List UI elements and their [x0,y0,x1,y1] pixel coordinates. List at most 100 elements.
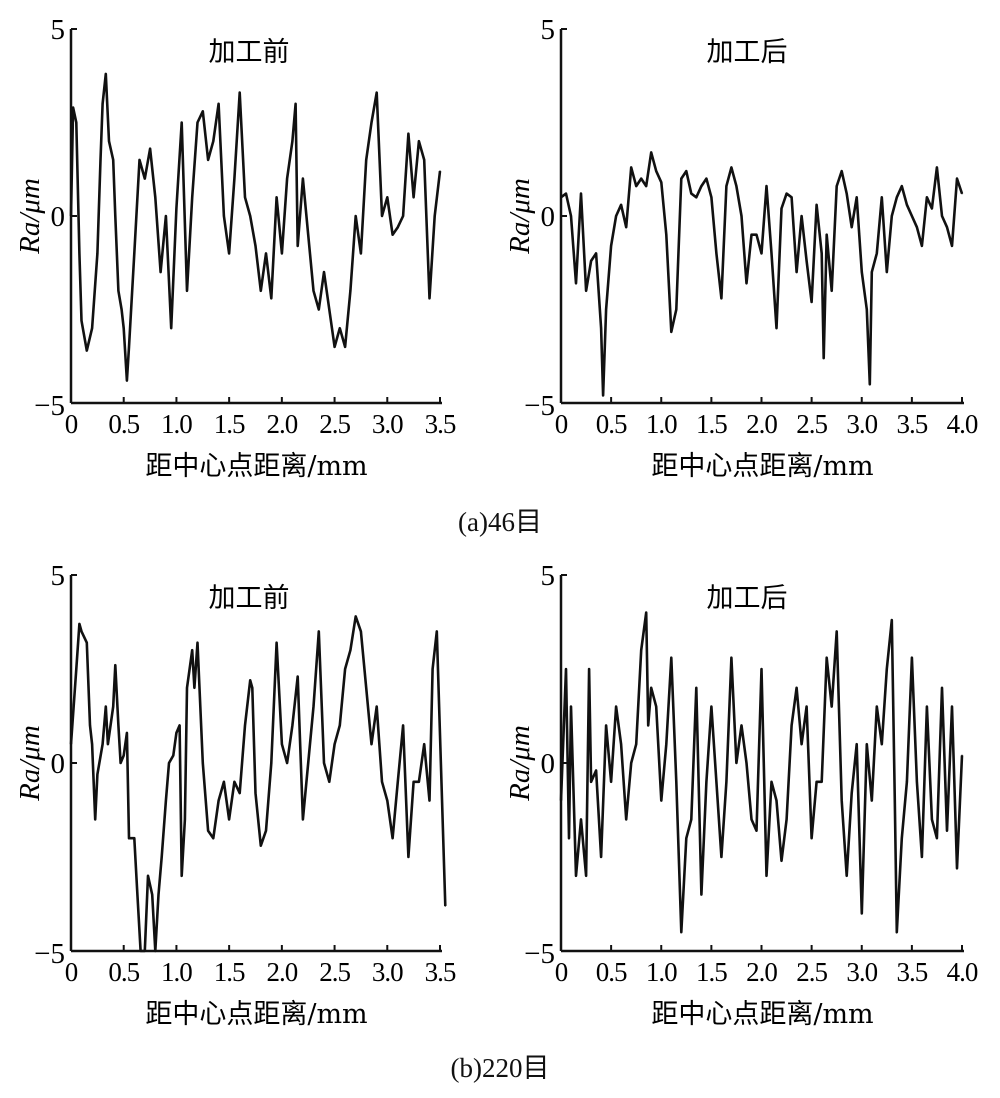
data-point [590,781,592,783]
x-tick-label: 2.5 [319,957,350,987]
data-point [891,215,893,217]
data-point [191,649,194,651]
data-point [349,290,352,292]
data-point [354,615,357,618]
panel-title: 加工前 [209,37,290,68]
y-axis-label: Ra/μm [14,725,46,802]
data-point [770,781,773,783]
data-point [815,781,818,783]
data-point [605,308,607,311]
data-point [223,781,225,783]
data-point [775,799,778,802]
profile-line [69,72,442,382]
data-point [590,260,592,262]
data-point [191,196,194,199]
data-point [705,781,708,783]
data-point [710,196,713,199]
x-tick-label: 0 [65,409,78,439]
data-point [620,743,622,745]
data-point [328,308,331,311]
data-point [855,196,858,199]
data-point [70,743,72,745]
data-point [433,215,436,217]
x-tick-label: 3.0 [372,409,403,439]
data-point [588,668,590,670]
data-point [595,769,597,772]
x-tick-label: 1.5 [696,409,727,439]
data-point [259,290,262,292]
data-point [147,875,149,877]
data-point [149,147,151,150]
data-point [575,282,577,285]
data-point [750,818,753,821]
data-point [238,792,241,794]
data-point [360,252,362,255]
x-tick-label: 1.0 [161,409,192,439]
data-point [645,611,648,614]
data-point [296,245,299,247]
y-tick-label: 0 [541,748,556,780]
data-point [418,140,420,142]
data-point [317,308,320,311]
data-point [825,233,828,236]
x-tick-label: 3.0 [372,957,403,987]
data-point [931,207,933,210]
data-point [207,829,209,832]
data-point [875,252,878,255]
data-point [820,252,823,255]
data-point [865,308,868,311]
chart-panel-3: 0 0.5 1.0 1.5 2.0 2.5 3.0 3.5−505加工前距中心点距离/mmRa… [14,560,457,1030]
data-point [323,762,325,764]
x-tick-label: 2.0 [266,957,297,987]
data-point [720,856,723,858]
data-point [715,252,718,255]
data-point [865,743,868,745]
y-tick-label: 0 [51,201,66,233]
x-tick-label: 0 [65,957,78,987]
data-point [906,203,908,206]
data-point [312,705,315,708]
x-axis-label: 距中心点距离/mm [145,451,367,482]
data-point [107,743,109,745]
data-point [956,177,958,180]
data-point [391,233,394,236]
data-point [896,196,898,199]
data-point [881,743,883,745]
data-point [615,705,617,708]
data-point [407,132,410,135]
data-point [201,110,204,113]
data-point [344,346,346,348]
data-point [635,743,637,745]
x-tick-label: 0.5 [108,957,139,987]
data-point [906,781,908,783]
data-point [780,207,783,210]
data-point [602,394,604,397]
data-point [193,687,196,689]
data-point [212,837,215,839]
y-tick-label: 5 [51,560,66,592]
x-tick-label: 2.0 [746,957,777,987]
data-point [89,724,91,727]
data-point [168,762,170,764]
data-point [275,196,278,199]
x-tick-label: 3.0 [846,957,877,987]
data-point [423,159,425,161]
data-point [690,192,693,195]
data-point [755,233,758,236]
y-tick-label: −5 [34,938,65,970]
data-point [780,859,783,862]
data-point [96,773,99,776]
data-point [108,140,110,142]
data-point [178,724,181,727]
data-point [184,818,186,821]
data-point [154,196,157,199]
data-point [730,166,733,169]
data-point [946,226,948,229]
data-point [830,290,833,292]
data-point [144,177,146,180]
data-point [700,893,703,896]
data-point [302,177,304,180]
data-point [810,301,813,303]
y-axis-label: Ra/μm [504,725,536,802]
